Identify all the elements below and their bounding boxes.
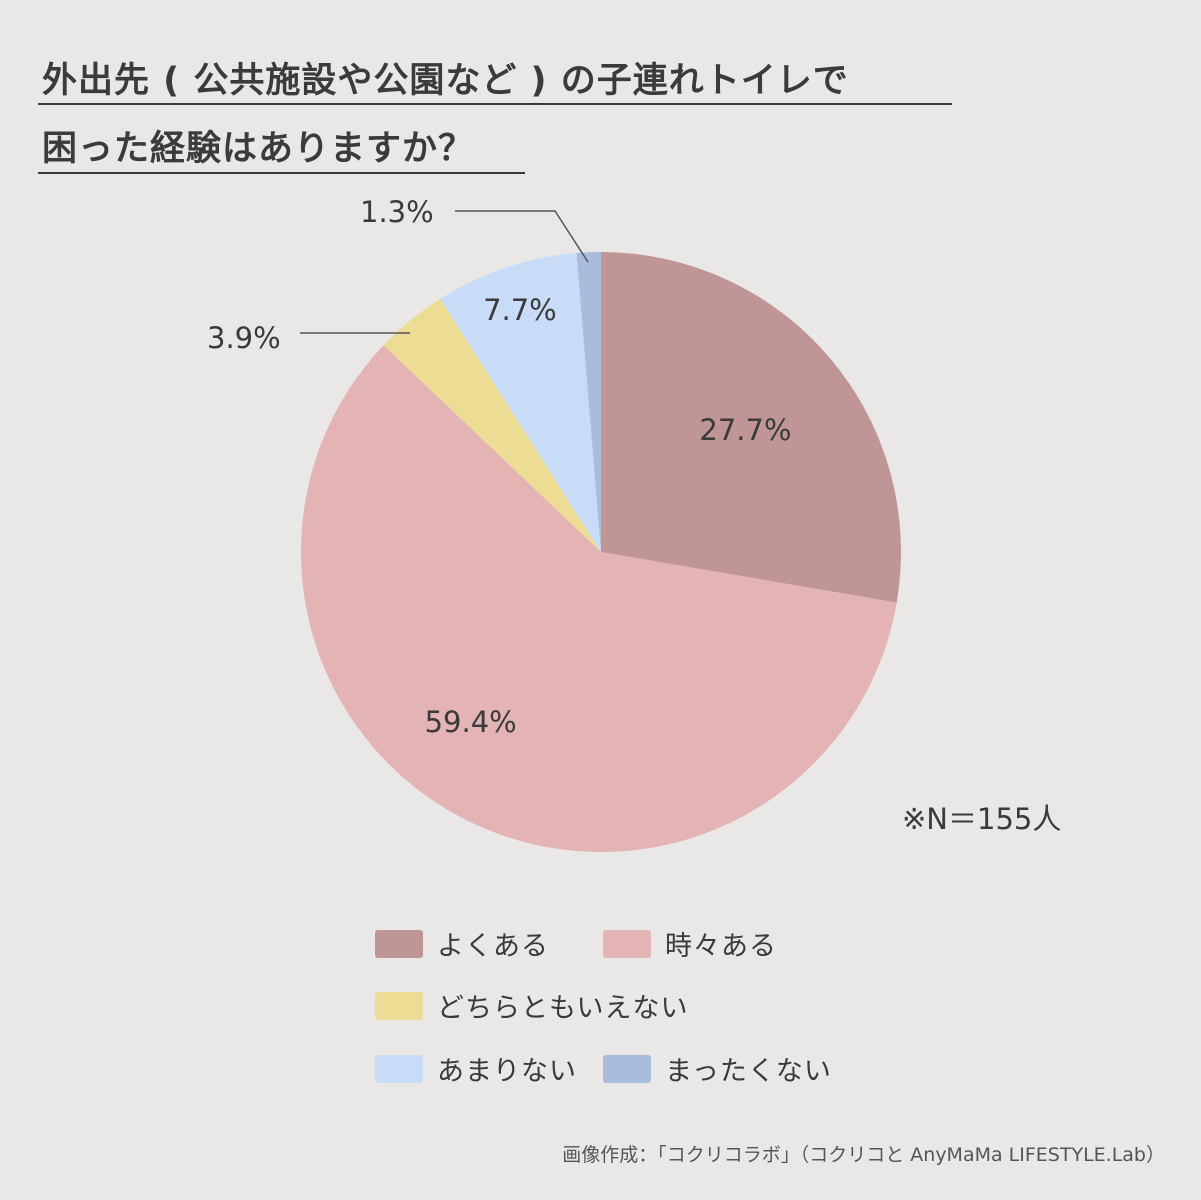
pie-chart: 27.7% 59.4% 3.9% 7.7% 1.3%: [207, 195, 901, 853]
legend-swatch: [375, 929, 423, 958]
pie-data-label: 1.3%: [360, 195, 434, 229]
legend-label: どちらともいえない: [437, 993, 689, 1024]
legend-swatch: [375, 1054, 423, 1083]
pie-slice: [383, 298, 601, 552]
legend-label: 時々ある: [665, 931, 777, 962]
pie-slice: [601, 252, 901, 603]
legend-item-tokidoki: 時々ある: [603, 924, 777, 963]
legend-item-dochira: どちらともいえない: [375, 986, 688, 1025]
leader-line: [455, 210, 589, 263]
legend-item-amari: あまりない: [375, 1049, 577, 1088]
legend-label: まったくない: [665, 1056, 832, 1087]
pie-data-label: 7.7%: [483, 293, 557, 327]
pie-slice: [300, 345, 897, 853]
chart-title-line-2: 困った経験はありますか？: [42, 129, 475, 169]
chart-title-line-1: 外出先 ( 公共施設や公園など ) の子連れトイレで: [42, 61, 849, 101]
pie-slice: [576, 252, 601, 552]
title-underline-2: [38, 172, 525, 174]
pie-data-label: 27.7%: [699, 413, 791, 447]
title-underline-1: [38, 103, 952, 105]
pie-data-label: 3.9%: [207, 321, 281, 355]
legend-swatch: [603, 1054, 651, 1083]
legend-item-yokuaru: よくある: [375, 924, 549, 963]
legend-label: よくある: [437, 931, 549, 962]
legend-label: あまりない: [437, 1056, 577, 1087]
pie-data-label: 59.4%: [425, 705, 517, 739]
image-credit: 画像作成：「コクリコラボ」（コクリコと AnyMaMa LIFESTYLE.La…: [562, 1144, 1165, 1166]
legend-swatch: [603, 929, 651, 958]
sample-size-note: ※N＝155人: [902, 802, 1062, 836]
legend-swatch: [375, 991, 423, 1020]
legend-item-mattaku: まったくない: [603, 1049, 832, 1088]
pie-slice: [440, 253, 601, 552]
